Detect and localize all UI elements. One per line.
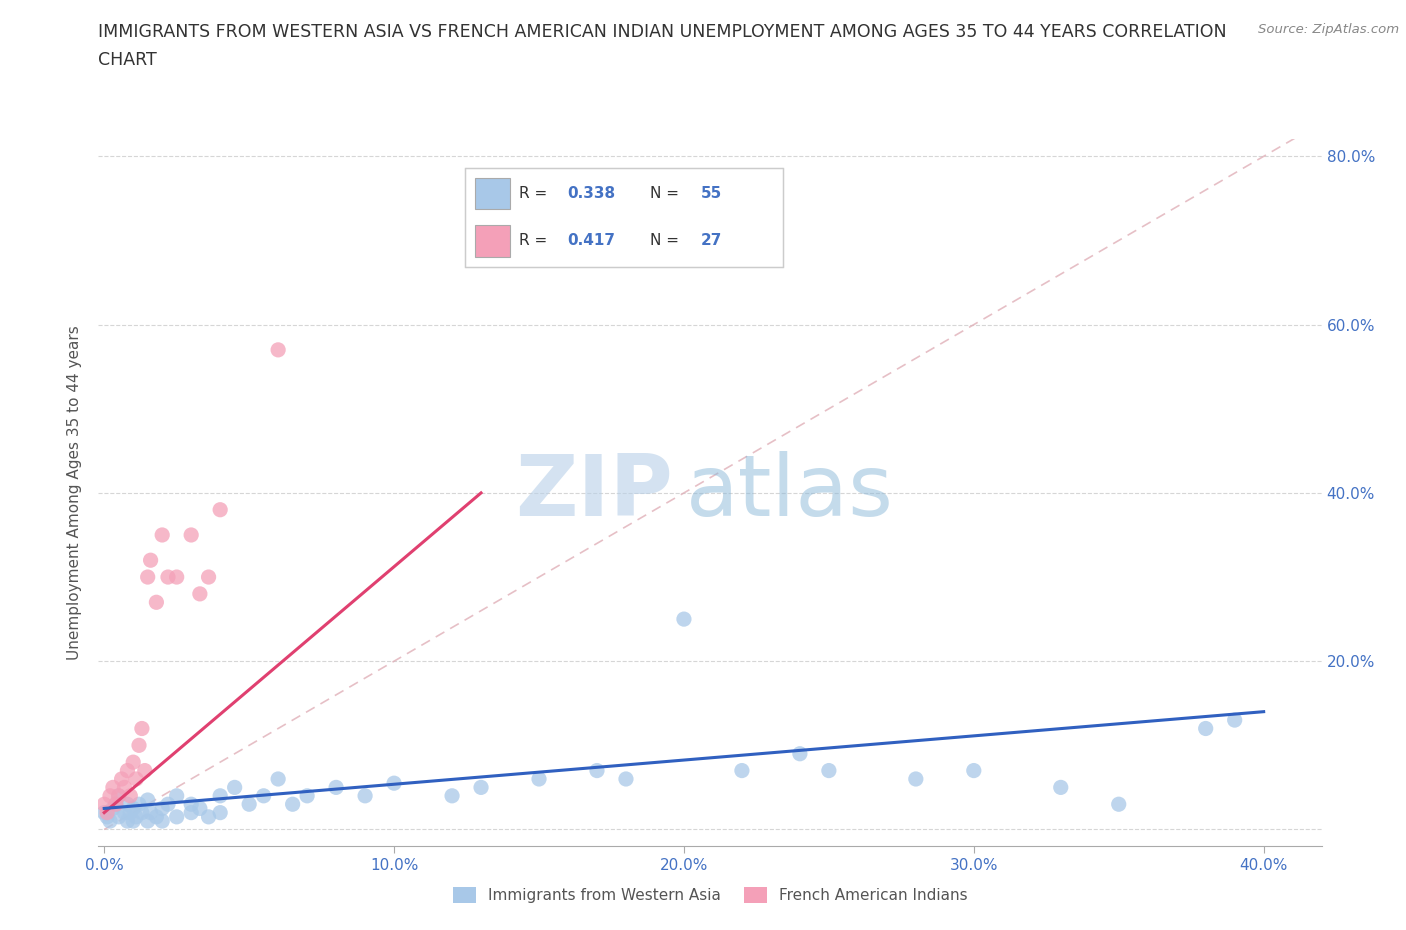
Point xyxy=(527,772,550,787)
Point xyxy=(117,797,139,812)
Text: ZIP: ZIP xyxy=(516,451,673,535)
Point xyxy=(128,737,150,752)
Point xyxy=(93,805,115,820)
Point xyxy=(180,805,202,820)
Point xyxy=(197,569,219,584)
Point xyxy=(131,805,153,820)
Point xyxy=(166,569,188,584)
Point xyxy=(382,776,405,790)
Point xyxy=(281,797,304,812)
Point xyxy=(818,764,841,778)
Point xyxy=(441,789,464,804)
Point xyxy=(136,814,159,829)
Point xyxy=(114,780,136,795)
Point xyxy=(267,772,290,787)
Point xyxy=(188,587,211,602)
Text: atlas: atlas xyxy=(686,451,894,535)
Point xyxy=(117,764,139,778)
Point xyxy=(188,801,211,816)
Point xyxy=(145,595,167,610)
Point xyxy=(98,789,121,804)
Y-axis label: Unemployment Among Ages 35 to 44 years: Unemployment Among Ages 35 to 44 years xyxy=(67,326,83,660)
Point xyxy=(209,789,232,804)
Point xyxy=(110,772,132,787)
Point xyxy=(128,797,150,812)
Point xyxy=(122,801,145,816)
Point xyxy=(789,746,811,761)
Text: CHART: CHART xyxy=(98,51,157,69)
Point xyxy=(166,809,188,824)
Point xyxy=(136,569,159,584)
Point xyxy=(131,721,153,736)
Point xyxy=(325,780,347,795)
Point xyxy=(180,527,202,542)
Point xyxy=(904,772,927,787)
Point xyxy=(1195,721,1218,736)
Point xyxy=(98,814,121,829)
Point xyxy=(963,764,986,778)
Point xyxy=(120,789,142,804)
Point xyxy=(295,789,318,804)
Point xyxy=(180,797,202,812)
Point xyxy=(136,792,159,807)
Point xyxy=(354,789,377,804)
Point xyxy=(1223,712,1246,727)
Point xyxy=(209,805,232,820)
Point xyxy=(107,789,129,804)
Point xyxy=(150,814,173,829)
Point xyxy=(253,789,276,804)
Point xyxy=(470,780,492,795)
Point xyxy=(114,805,136,820)
Point xyxy=(120,805,142,820)
Point xyxy=(122,814,145,829)
Point xyxy=(107,809,129,824)
Point xyxy=(209,502,232,517)
Point xyxy=(224,780,246,795)
Point xyxy=(96,805,118,820)
Point xyxy=(145,809,167,824)
Point xyxy=(166,789,188,804)
Point xyxy=(139,552,162,567)
Point xyxy=(125,772,148,787)
Point xyxy=(125,809,148,824)
Text: IMMIGRANTS FROM WESTERN ASIA VS FRENCH AMERICAN INDIAN UNEMPLOYMENT AMONG AGES 3: IMMIGRANTS FROM WESTERN ASIA VS FRENCH A… xyxy=(98,23,1227,41)
Point xyxy=(134,764,156,778)
Point xyxy=(93,797,115,812)
Point xyxy=(117,814,139,829)
Point xyxy=(104,797,127,812)
Point xyxy=(104,797,127,812)
Point xyxy=(267,342,290,357)
Point xyxy=(1108,797,1130,812)
Point xyxy=(614,772,637,787)
Point xyxy=(122,755,145,770)
Point xyxy=(156,797,179,812)
Point xyxy=(238,797,260,812)
Point xyxy=(150,801,173,816)
Point xyxy=(672,612,695,627)
Point xyxy=(586,764,609,778)
Point xyxy=(101,780,124,795)
Point xyxy=(156,569,179,584)
Point xyxy=(150,527,173,542)
Legend: Immigrants from Western Asia, French American Indians: Immigrants from Western Asia, French Ame… xyxy=(447,881,973,910)
Point xyxy=(101,801,124,816)
Point xyxy=(197,809,219,824)
Point xyxy=(96,809,118,824)
Point xyxy=(1049,780,1071,795)
Point xyxy=(107,789,129,804)
Text: Source: ZipAtlas.com: Source: ZipAtlas.com xyxy=(1258,23,1399,36)
Point xyxy=(470,216,492,231)
Point xyxy=(731,764,754,778)
Point xyxy=(139,805,162,820)
